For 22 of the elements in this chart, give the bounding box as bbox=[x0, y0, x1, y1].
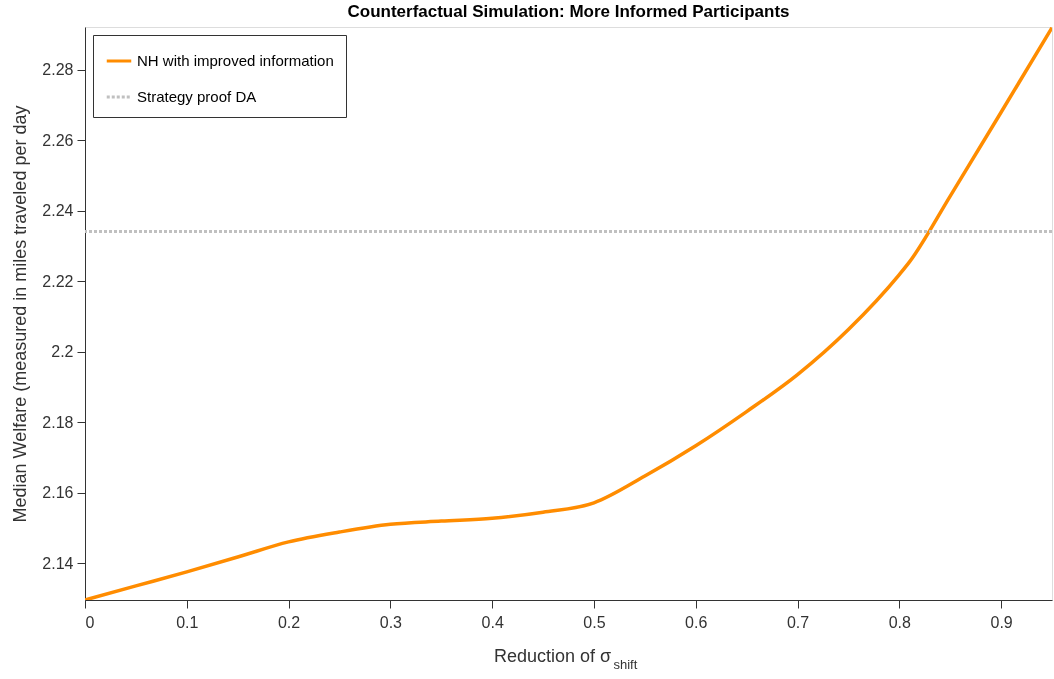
x-tick-label: 0.6 bbox=[685, 613, 708, 631]
y-tick-label: 2.28 bbox=[42, 61, 74, 79]
x-tick-label: 0.5 bbox=[583, 613, 606, 631]
y-tick-label: 2.18 bbox=[42, 413, 74, 431]
x-tick-label: 0 bbox=[85, 613, 95, 631]
y-axis-title: Median Welfare (measured in miles traveled per day bbox=[10, 105, 31, 523]
chart-title: Counterfactual Simulation: More Informed Participants bbox=[347, 2, 790, 21]
legend-label: Strategy proof DA bbox=[137, 88, 257, 105]
x-tick-label: 0.7 bbox=[786, 613, 810, 631]
y-tick-label: 2.26 bbox=[42, 131, 74, 149]
y-tick-label: 2.14 bbox=[42, 554, 74, 572]
legend-label: NH with improved information bbox=[137, 52, 334, 69]
x-tick-label: 0.9 bbox=[990, 613, 1013, 631]
y-tick-label: 2.24 bbox=[42, 202, 74, 220]
x-tick-label: 0.2 bbox=[277, 613, 301, 631]
x-tick-label: 0.1 bbox=[176, 613, 199, 631]
x-tick-label: 0.3 bbox=[379, 613, 403, 631]
x-tick-label: 0.8 bbox=[888, 613, 912, 631]
x-tick-label: 0.4 bbox=[481, 613, 504, 631]
y-tick-label: 2.16 bbox=[42, 484, 74, 502]
y-tick-label: 2.22 bbox=[42, 272, 74, 290]
y-tick-label: 2.2 bbox=[51, 343, 74, 361]
